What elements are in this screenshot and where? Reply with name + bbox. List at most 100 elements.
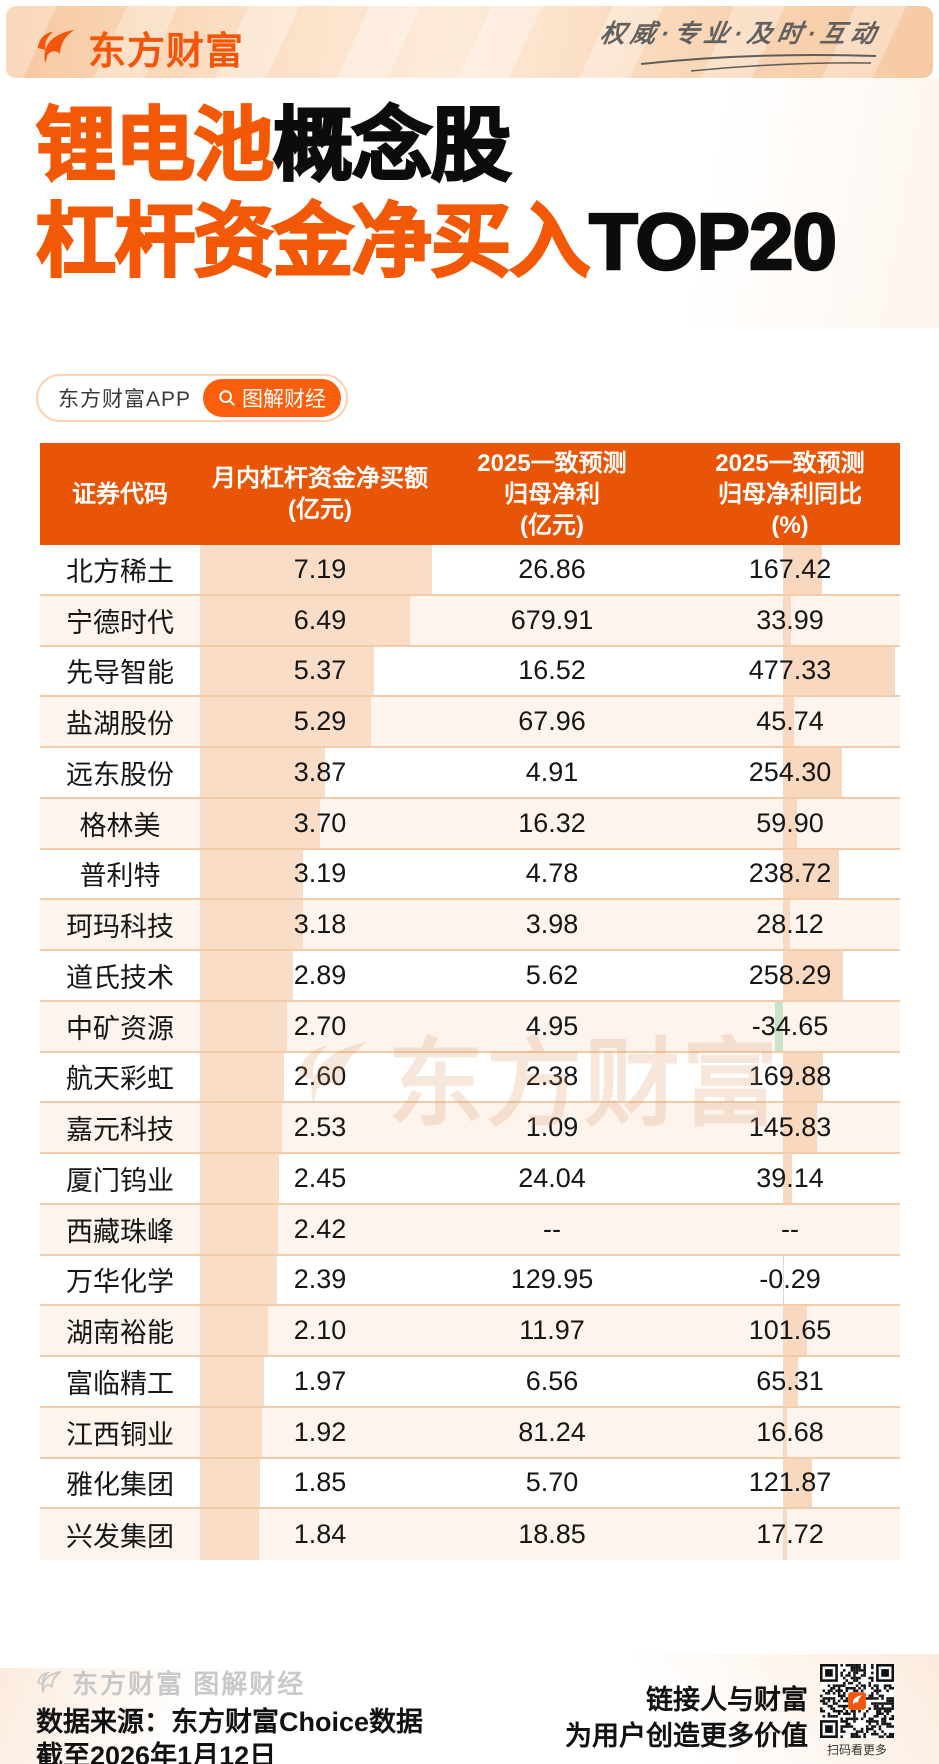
title-line-1: 锂电池概念股	[35, 98, 836, 194]
table-row: 珂玛科技 3.18 3.98 28.12	[40, 900, 900, 951]
net-buy-bar	[200, 1509, 260, 1560]
net-buy-cell: 6.49	[293, 604, 347, 635]
stocks-table: 证券代码 月内杠杆资金净买额 (亿元) 2025一致预测 归母净利 (亿元) 2025一致预…	[40, 443, 900, 1560]
profit-cell: 1.09	[525, 1112, 579, 1143]
banner-tagline: 权威·专业·及时·互动	[598, 20, 884, 48]
net-buy-cell: 2.42	[293, 1213, 347, 1244]
yoy-cell: 254.30	[748, 756, 832, 787]
column-header-0: 证券代码	[72, 480, 168, 508]
net-buy-cell: 2.39	[293, 1264, 347, 1295]
yoy-cell: 167.42	[748, 553, 832, 584]
net-buy-bar	[200, 1407, 262, 1457]
profit-cell: --	[543, 1213, 561, 1244]
profit-cell: 3.98	[525, 909, 579, 940]
yoy-bar	[783, 798, 797, 848]
yoy-bar	[783, 1306, 807, 1355]
stock-name-cell: 普利特	[79, 861, 161, 892]
net-buy-cell: 2.60	[293, 1061, 347, 1092]
profit-cell: 18.85	[518, 1519, 586, 1550]
yoy-bar	[783, 1357, 799, 1406]
yoy-cell: 16.68	[756, 1416, 824, 1447]
net-buy-bar	[200, 1052, 284, 1102]
table-row: 道氏技术 2.89 5.62 258.29	[40, 951, 900, 1002]
footer-flame-icon	[37, 1670, 62, 1693]
banner-tagline-block: 权威·专业·及时·互动	[598, 14, 884, 78]
table-row: 嘉元科技 2.53 1.09 145.83	[40, 1103, 900, 1154]
net-buy-cell: 2.70	[293, 1010, 347, 1041]
table-header: 证券代码 月内杠杆资金净买额 (亿元) 2025一致预测 归母净利 (亿元) 2025一致预…	[40, 443, 900, 545]
yoy-cell: -0.29	[759, 1264, 821, 1295]
net-buy-bar	[200, 1154, 280, 1203]
footer-brand-label: 东方财富 图解财经	[72, 1669, 306, 1699]
table-row: 兴发集团 1.84 18.85 17.72	[40, 1509, 900, 1560]
net-buy-cell: 1.85	[293, 1467, 347, 1498]
net-buy-bar	[200, 951, 294, 1000]
title-line-2: 杠杆资金净买入TOP20	[35, 194, 839, 290]
net-buy-bar	[200, 900, 303, 949]
net-buy-bar	[200, 595, 410, 645]
stock-name-cell: 嘉元科技	[66, 1115, 174, 1146]
stock-name-cell: 道氏技术	[66, 962, 174, 993]
data-asof-line: 截至2026年1月12日	[36, 1741, 277, 1764]
title-line1-rest: 概念股	[272, 100, 513, 192]
yoy-cell: 59.90	[756, 807, 824, 838]
yoy-cell: 17.72	[756, 1519, 824, 1550]
stock-name-cell: 万华化学	[66, 1267, 174, 1298]
yoy-cell: 477.33	[748, 655, 832, 686]
yoy-bar	[783, 1052, 823, 1102]
brand-name: 东方财富	[88, 31, 245, 73]
net-buy-bar	[200, 1357, 264, 1406]
yoy-cell: 65.31	[756, 1365, 824, 1396]
net-buy-bar	[200, 1103, 282, 1152]
table-row: 宁德时代 6.49 679.91 33.99	[40, 595, 900, 647]
yoy-cell: 145.83	[748, 1112, 832, 1143]
table-row: 富临精工 1.97 6.56 65.31	[40, 1357, 900, 1408]
table-row: 先导智能 5.37 16.52 477.33	[40, 646, 900, 698]
yoy-bar	[783, 748, 843, 797]
column-header-1: 月内杠杆资金净买额 (亿元)	[212, 465, 428, 523]
eastmoney-flame-icon	[37, 29, 75, 63]
net-buy-cell: 3.70	[293, 807, 347, 838]
yoy-cell: 121.87	[748, 1467, 832, 1498]
profit-cell: 2.38	[525, 1061, 579, 1092]
yoy-bar	[783, 900, 790, 949]
net-buy-bar	[200, 1255, 278, 1305]
net-buy-cell: 1.84	[293, 1519, 347, 1550]
yoy-bar	[783, 545, 823, 594]
net-buy-cell: 2.45	[293, 1162, 347, 1193]
profit-cell: 5.62	[525, 959, 579, 990]
tujie-caijing-label: 图解财经	[242, 388, 327, 411]
yoy-bar	[783, 1407, 787, 1457]
title-line1-accent: 锂电池	[35, 100, 276, 192]
title-line2-rest: TOP20	[588, 196, 839, 288]
yoy-cell: 39.14	[756, 1162, 824, 1193]
tagline-underline-swoosh	[640, 54, 877, 72]
profit-cell: 81.24	[518, 1416, 586, 1447]
table-row: 北方稀土 7.19 26.86 167.42	[40, 545, 900, 596]
table-row: 中矿资源 2.70 4.95 -34.65	[40, 1001, 900, 1053]
qr-caption: 扫码看更多	[826, 1743, 887, 1757]
net-buy-bar	[200, 1458, 260, 1508]
table-row: 万华化学 2.39 129.95 -0.29	[40, 1255, 900, 1307]
top-banner: 东方财富 权威·专业·及时·互动	[6, 6, 933, 78]
search-icon	[219, 390, 235, 406]
column-header-3: 2025一致预测 归母净利同比 (%)	[715, 449, 865, 539]
profit-cell: 16.52	[518, 655, 586, 686]
stock-name-cell: 湖南裕能	[66, 1318, 174, 1349]
net-buy-bar	[200, 849, 303, 899]
brand-logo: 东方财富	[34, 20, 244, 75]
stock-name-cell: 盐湖股份	[66, 709, 174, 740]
net-buy-cell: 1.92	[293, 1416, 347, 1447]
net-buy-cell: 5.29	[293, 706, 347, 737]
net-buy-cell: 3.19	[293, 858, 347, 889]
net-buy-bar	[200, 798, 320, 848]
table-row: 航天彩虹 2.60 2.38 169.88	[40, 1052, 900, 1104]
tujie-caijing-button[interactable]: 图解财经	[203, 379, 342, 417]
profit-cell: 11.97	[519, 1315, 585, 1346]
stock-name-cell: 西藏珠峰	[66, 1216, 174, 1247]
profit-cell: 4.78	[525, 858, 579, 889]
stock-name-cell: 中矿资源	[66, 1013, 174, 1044]
profit-cell: 16.32	[518, 807, 586, 838]
stock-name-cell: 富临精工	[66, 1368, 174, 1399]
